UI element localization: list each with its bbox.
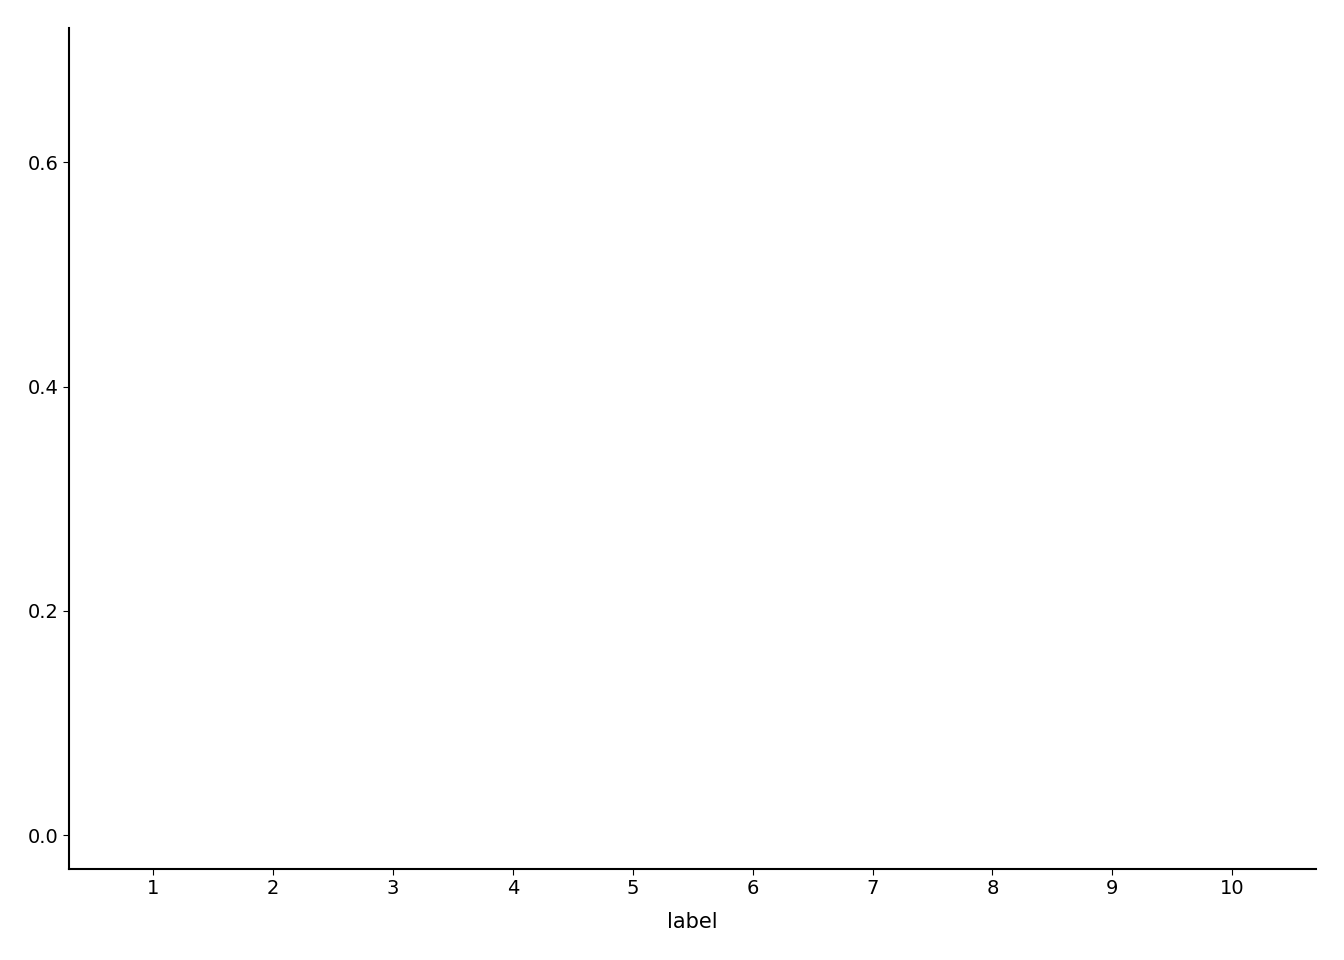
X-axis label: label: label [668, 912, 718, 932]
